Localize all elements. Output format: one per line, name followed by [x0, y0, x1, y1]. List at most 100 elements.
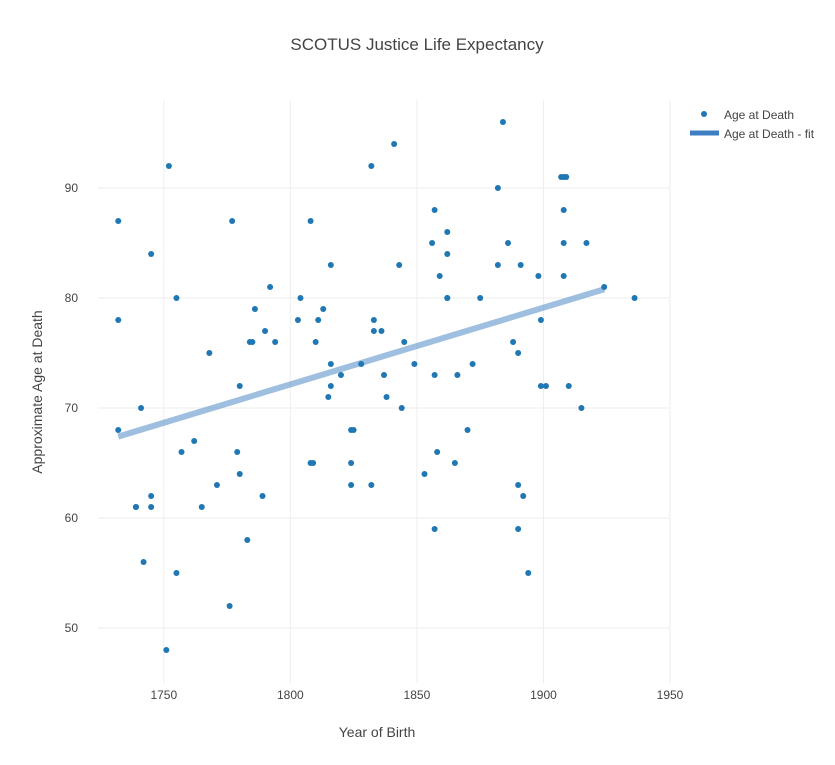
data-point[interactable] [383, 394, 390, 400]
data-point[interactable] [236, 383, 243, 389]
data-point[interactable] [444, 295, 451, 301]
data-point[interactable] [517, 262, 524, 268]
data-point[interactable] [499, 119, 506, 125]
legend-item-fit[interactable]: Age at Death - fit [690, 127, 815, 141]
data-point[interactable] [148, 493, 155, 499]
data-point[interactable] [601, 284, 608, 290]
data-point[interactable] [381, 372, 387, 378]
data-point[interactable] [213, 482, 220, 488]
data-point[interactable] [431, 372, 438, 378]
data-point[interactable] [148, 251, 155, 257]
data-point[interactable] [429, 240, 436, 246]
data-point[interactable] [173, 570, 180, 576]
data-point[interactable] [132, 504, 139, 510]
data-point[interactable] [431, 526, 438, 532]
data-point[interactable] [563, 174, 570, 180]
data-point[interactable] [148, 504, 155, 510]
data-point[interactable] [434, 449, 441, 455]
data-point[interactable] [494, 185, 501, 191]
data-point[interactable] [337, 372, 344, 378]
data-point[interactable] [191, 438, 198, 444]
data-point[interactable] [542, 383, 549, 389]
data-point[interactable] [454, 372, 461, 378]
data-point[interactable] [370, 328, 377, 334]
data-point[interactable] [370, 317, 377, 323]
data-point[interactable] [297, 295, 304, 301]
data-point[interactable] [444, 229, 451, 235]
data-point[interactable] [115, 317, 122, 323]
data-point[interactable] [368, 163, 375, 169]
data-point[interactable] [325, 394, 332, 400]
data-point[interactable] [312, 339, 319, 345]
data-point[interactable] [358, 361, 365, 367]
data-point[interactable] [477, 295, 484, 301]
data-point[interactable] [469, 361, 476, 367]
data-point[interactable] [505, 240, 512, 246]
data-point[interactable] [560, 207, 567, 213]
data-point[interactable] [631, 295, 638, 301]
data-point[interactable] [272, 339, 279, 345]
data-point[interactable] [350, 427, 357, 433]
data-point[interactable] [163, 647, 170, 653]
data-point[interactable] [515, 350, 522, 356]
data-point[interactable] [267, 284, 274, 290]
data-point[interactable] [259, 493, 266, 499]
data-point[interactable] [307, 218, 314, 224]
data-point[interactable] [515, 482, 522, 488]
data-point[interactable] [520, 493, 527, 499]
data-point[interactable] [165, 163, 172, 169]
data-point[interactable] [115, 427, 122, 433]
data-point[interactable] [368, 482, 375, 488]
data-point[interactable] [327, 361, 334, 367]
data-point[interactable] [401, 339, 408, 345]
data-point[interactable] [236, 471, 243, 477]
data-point[interactable] [320, 306, 327, 312]
data-point[interactable] [244, 537, 251, 543]
data-point[interactable] [140, 559, 147, 565]
data-point[interactable] [391, 141, 398, 147]
data-point[interactable] [348, 482, 355, 488]
data-point[interactable] [396, 262, 403, 268]
data-point[interactable] [444, 251, 451, 257]
data-point[interactable] [206, 350, 213, 356]
data-point[interactable] [173, 295, 180, 301]
data-point[interactable] [515, 526, 522, 532]
data-point[interactable] [310, 460, 317, 466]
data-point[interactable] [560, 240, 567, 246]
data-point[interactable] [327, 383, 334, 389]
data-point[interactable] [115, 218, 122, 224]
data-point[interactable] [537, 383, 544, 389]
data-point[interactable] [249, 339, 256, 345]
data-point[interactable] [565, 383, 572, 389]
data-point[interactable] [421, 471, 428, 477]
data-point[interactable] [198, 504, 205, 510]
data-point[interactable] [431, 207, 438, 213]
data-point[interactable] [535, 273, 542, 279]
data-point[interactable] [251, 306, 258, 312]
data-point[interactable] [178, 449, 185, 455]
data-point[interactable] [525, 570, 532, 576]
data-point[interactable] [398, 405, 405, 411]
data-point[interactable] [315, 317, 322, 323]
data-point[interactable] [294, 317, 301, 323]
data-point[interactable] [494, 262, 501, 268]
data-point[interactable] [464, 427, 471, 433]
data-point[interactable] [537, 317, 544, 323]
data-point[interactable] [138, 405, 145, 411]
data-point[interactable] [436, 273, 443, 279]
data-point[interactable] [229, 218, 236, 224]
legend[interactable]: Age at Death Age at Death - fit [690, 108, 815, 141]
data-point[interactable] [560, 273, 567, 279]
data-point[interactable] [234, 449, 241, 455]
data-point[interactable] [583, 240, 590, 246]
data-point[interactable] [411, 361, 418, 367]
data-point[interactable] [226, 603, 233, 609]
data-point[interactable] [327, 262, 334, 268]
data-point[interactable] [378, 328, 385, 334]
data-point[interactable] [451, 460, 458, 466]
data-point[interactable] [578, 405, 585, 411]
data-point[interactable] [262, 328, 269, 334]
data-point[interactable] [510, 339, 517, 345]
legend-item-points[interactable]: Age at Death [701, 108, 794, 122]
data-point[interactable] [348, 460, 355, 466]
